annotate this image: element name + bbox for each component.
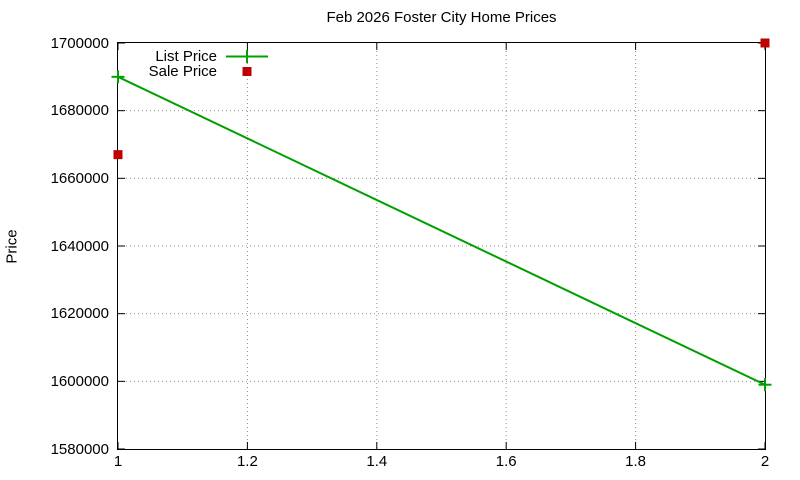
x-tick-label: 2 [760, 453, 770, 470]
y-tick-label: 1680000 [50, 102, 109, 120]
y-tick-label: 1640000 [50, 237, 109, 255]
y-tick-label: 1660000 [50, 169, 109, 187]
legend-label-sale-price: Sale Price [148, 63, 217, 80]
y-tick-label: 1700000 [50, 34, 109, 52]
y-tick-label: 1620000 [50, 305, 109, 323]
legend-row-sale-price: Sale Price [118, 64, 268, 79]
plot-area: List Price Sale Price [111, 38, 772, 450]
y-tick-label: 1580000 [50, 440, 109, 458]
x-tick-label: 1.4 [366, 453, 388, 470]
x-tick-label: 1 [113, 453, 123, 470]
chart-title: Feb 2026 Foster City Home Prices [326, 9, 557, 26]
x-tick-label: 1.8 [625, 453, 647, 470]
y-tick-label: 1600000 [50, 372, 109, 390]
plot-canvas [111, 38, 772, 450]
legend-row-list-price: List Price [118, 49, 268, 64]
sale-price-square-icon [226, 64, 268, 79]
list-price-line-sample [226, 49, 268, 64]
x-tick-label: 1.2 [236, 453, 258, 470]
legend-label-list-price: List Price [155, 48, 217, 65]
x-tick-label: 1.6 [495, 453, 517, 470]
legend: List Price Sale Price [118, 49, 268, 79]
